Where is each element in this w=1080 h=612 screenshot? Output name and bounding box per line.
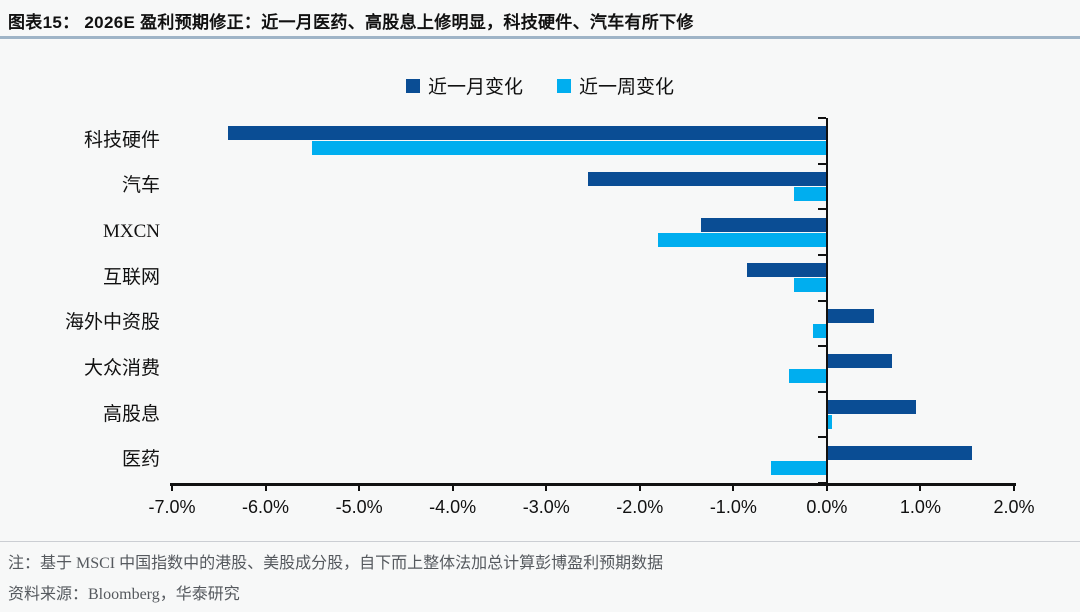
bar-month — [826, 400, 916, 415]
legend-item-week: 近一周变化 — [557, 72, 674, 99]
zero-axis-tick — [817, 345, 826, 348]
zero-axis-tick — [817, 117, 826, 119]
bar-week — [770, 460, 827, 475]
bar-week — [794, 186, 827, 201]
x-tick-label: -4.0% — [429, 497, 477, 517]
category-label: 高股息 — [102, 403, 160, 425]
footnote-text: 注：基于 MSCI 中国指数中的港股、美股成分股，自下而上整体法加总计算彭博盈利… — [8, 555, 664, 572]
zero-axis-tick — [817, 253, 826, 256]
legend-item-month: 近一月变化 — [405, 72, 523, 99]
x-axis-tick — [825, 483, 828, 491]
x-axis-tick — [638, 483, 641, 491]
bar-week — [794, 278, 827, 293]
x-tick-label: -1.0% — [709, 497, 757, 517]
legend-label-month: 近一月变化 — [427, 77, 523, 98]
legend-swatch-month-icon — [405, 78, 420, 93]
category-label: 科技硬件 — [83, 129, 160, 151]
zero-axis-tick — [817, 162, 826, 165]
x-tick-label: -6.0% — [242, 497, 290, 517]
footer: 注：基于 MSCI 中国指数中的港股、美股成分股，自下而上整体法加总计算彭博盈利… — [0, 541, 1080, 604]
x-axis-tick — [358, 483, 361, 491]
category-label: 汽车 — [121, 175, 160, 197]
zero-axis-tick — [817, 482, 826, 484]
x-axis-line — [170, 483, 1016, 486]
legend-label-week: 近一周变化 — [579, 77, 675, 98]
x-tick-label: -5.0% — [335, 497, 383, 517]
bar-month — [826, 445, 972, 460]
x-axis-tick — [1013, 483, 1015, 491]
source-text: 资料来源：Bloomberg，华泰研究 — [8, 586, 240, 603]
bar-month — [826, 354, 893, 369]
bar-week — [789, 369, 827, 384]
bar-chart: 科技硬件汽车 MXCN 互联网海外中资股大众消费高股息医药 -7.0% -6.0% -5.… — [64, 117, 1035, 517]
bar-week — [312, 141, 827, 156]
x-axis-tick — [545, 483, 548, 491]
x-axis-tick — [171, 483, 173, 491]
x-axis-tick — [919, 483, 922, 491]
x-tick-label: -2.0% — [616, 497, 664, 517]
zero-axis-line — [825, 118, 829, 483]
x-tick-label: -3.0% — [522, 497, 570, 517]
bar-month — [228, 126, 827, 141]
title-divider — [0, 36, 1080, 39]
zero-axis-tick — [817, 299, 826, 302]
bar-week — [658, 232, 827, 247]
category-label: 医药 — [121, 449, 160, 471]
bar-week — [826, 415, 832, 430]
x-tick-label: 1.0% — [899, 497, 941, 517]
legend-swatch-week-icon — [557, 78, 571, 93]
bar-month — [700, 217, 827, 232]
bar-month — [588, 171, 827, 186]
x-tick-label: 0.0% — [806, 497, 848, 517]
x-tick-label: 2.0% — [993, 497, 1035, 517]
x-axis-tick — [264, 483, 267, 491]
figure-title: 图表15： 2026E 盈利预期修正：近一月医药、高股息上修明显，科技硬件、汽车… — [8, 13, 694, 32]
x-axis-tick — [451, 483, 454, 491]
bar-week — [812, 323, 827, 338]
zero-axis-tick — [817, 208, 826, 211]
zero-axis-tick — [817, 390, 826, 393]
bar-month — [826, 308, 874, 323]
zero-axis-tick — [817, 436, 826, 439]
category-label: 海外中资股 — [64, 312, 160, 334]
category-label: 互联网 — [102, 266, 160, 288]
x-tick-label: -7.0% — [148, 497, 196, 517]
category-label: 大众消费 — [83, 357, 160, 379]
bar-month — [747, 263, 827, 278]
chart-legend: 近一月变化 近一周变化 — [0, 72, 1080, 99]
category-label: MXCN — [102, 221, 160, 243]
x-axis-tick — [732, 483, 735, 491]
